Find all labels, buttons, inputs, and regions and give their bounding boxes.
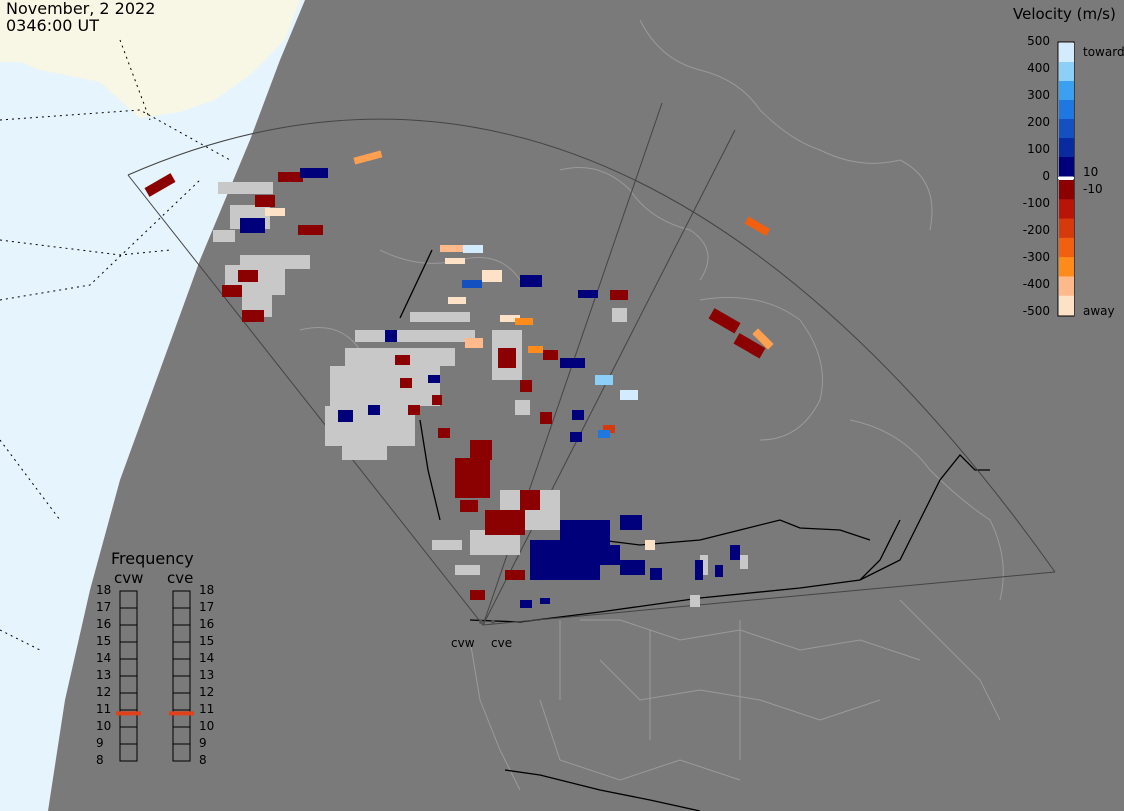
frequency-tick-label-right: 10	[199, 719, 215, 733]
time-label: 0346:00 UT	[6, 16, 100, 35]
frequency-tick-label-right: 9	[199, 736, 207, 750]
velocity-tick-label: 100	[1027, 142, 1050, 156]
colorbar-toward	[1059, 43, 1074, 177]
velocity-tick-label: 500	[1027, 34, 1050, 48]
colorbar-swatch-toward	[1059, 43, 1074, 63]
velocity-colorbar-title: Velocity (m/s)	[1013, 5, 1116, 23]
site-marker-cvw	[479, 620, 483, 624]
colorbar-swatch-away	[1059, 218, 1074, 239]
frequency-tick-label-left: 10	[96, 719, 112, 733]
velocity-colorbar	[1057, 41, 1075, 317]
night-region	[48, 0, 1124, 811]
colorbar-swatch-away	[1059, 180, 1074, 200]
toward-fast-cells	[462, 245, 638, 438]
velocity-tick-label: 400	[1027, 61, 1050, 75]
velocity-tick-label: -400	[1022, 277, 1050, 291]
inner-label-negative: -10	[1083, 182, 1103, 196]
cve-frequency-indicator	[169, 711, 194, 716]
velocity-scatter	[144, 150, 774, 608]
frequency-tick-label-right: 8	[199, 753, 207, 767]
away-fast-cells	[265, 150, 774, 550]
frequency-tick-label-right: 15	[199, 634, 215, 648]
velocity-tick-label: 0	[1042, 169, 1050, 183]
site-label-cve: cve	[491, 636, 513, 650]
colorbar-swatch-toward	[1059, 81, 1074, 101]
velocity-tick-label: 200	[1027, 115, 1050, 129]
velocity-tick-label: -100	[1022, 196, 1050, 210]
frequency-tick-label-left: 9	[96, 736, 104, 750]
frequency-tick-label-left: 13	[96, 668, 112, 682]
daylight-land	[0, 0, 300, 118]
site-marker-cve	[491, 620, 495, 624]
away-label: away	[1083, 304, 1115, 318]
frequency-panel	[116, 590, 194, 762]
velocity-tick-label: -500	[1022, 304, 1050, 318]
colorbar-swatch-away	[1059, 276, 1074, 297]
frequency-tick-label-right: 17	[199, 600, 215, 614]
graticule-ocean	[0, 39, 231, 651]
cvw-frequency-indicator	[116, 711, 141, 716]
velocity-tick-label: 300	[1027, 88, 1050, 102]
cvw-radar-label: cvw	[114, 569, 144, 587]
frequency-tick-label-right: 13	[199, 668, 215, 682]
frequency-tick-label-left: 16	[96, 617, 112, 631]
cve-radar-label: cve	[167, 569, 194, 587]
colorbar-swatch-toward	[1059, 119, 1074, 139]
frequency-tick-label-right: 16	[199, 617, 215, 631]
frequency-tick-label-right: 12	[199, 685, 215, 699]
inner-label-positive: 10	[1083, 165, 1099, 179]
colorbar-swatch-away	[1059, 295, 1074, 316]
colorbar-swatch-toward	[1059, 157, 1074, 177]
frequency-tick-lines	[120, 590, 190, 762]
colorbar-swatch-away	[1059, 199, 1074, 220]
frequency-tick-label-left: 11	[96, 702, 112, 716]
frequency-tick-label-left: 17	[96, 600, 112, 614]
frequency-tick-label-left: 15	[96, 634, 112, 648]
toward-label: toward	[1083, 45, 1124, 59]
frequency-tick-label-left: 12	[96, 685, 112, 699]
colorbar-away	[1059, 180, 1074, 316]
frequency-tick-label-left: 14	[96, 651, 112, 665]
colorbar-swatch-toward	[1059, 100, 1074, 120]
velocity-tick-label: -300	[1022, 250, 1050, 264]
frequency-title: Frequency	[111, 549, 194, 568]
frequency-tick-label-right: 18	[199, 583, 215, 597]
colorbar-swatch-toward	[1059, 138, 1074, 158]
colorbar-swatch-away	[1059, 257, 1074, 277]
frequency-tick-label-left: 8	[96, 753, 104, 767]
colorbar-swatch-away	[1059, 237, 1074, 258]
colorbar-swatch-toward	[1059, 62, 1074, 82]
date-label: November, 2 2022	[6, 0, 156, 18]
toward-velocity-cells	[240, 168, 740, 608]
frequency-tick-label-right: 11	[199, 702, 215, 716]
frequency-tick-label-left: 18	[96, 583, 112, 597]
frequency-tick-label-right: 14	[199, 651, 215, 665]
site-label-cvw: cvw	[451, 636, 475, 650]
away-velocity-cells	[144, 172, 766, 600]
velocity-tick-label: -200	[1022, 223, 1050, 237]
